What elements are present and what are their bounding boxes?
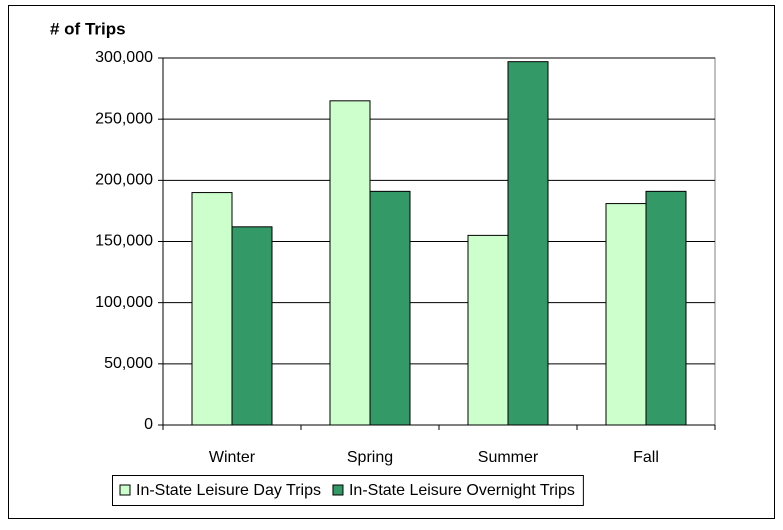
- bar: [467, 234, 509, 426]
- y-tick-label: 50,000: [104, 355, 153, 372]
- legend-swatch: [119, 484, 131, 496]
- x-tick-label: Fall: [633, 449, 659, 466]
- legend: [112, 475, 584, 506]
- y-tick-label: 100,000: [95, 294, 153, 311]
- bar: [329, 100, 371, 426]
- bar: [605, 203, 647, 426]
- y-tick-label: 300,000: [95, 49, 153, 66]
- y-tick-label: 0: [144, 416, 153, 433]
- bar: [231, 226, 273, 426]
- bar: [507, 61, 549, 426]
- x-tick-label: Winter: [209, 449, 256, 466]
- y-tick-label: 200,000: [95, 172, 153, 189]
- legend-label: In-State Leisure Overnight Trips: [349, 482, 575, 499]
- legend-swatch: [332, 484, 344, 496]
- bar: [191, 192, 233, 426]
- legend-label: In-State Leisure Day Trips: [136, 482, 321, 499]
- y-tick-label: 250,000: [95, 110, 153, 127]
- bar: [645, 190, 687, 426]
- bar: [369, 190, 411, 426]
- y-tick-label: 150,000: [95, 233, 153, 250]
- x-tick-label: Spring: [347, 449, 393, 466]
- x-tick-label: Summer: [478, 449, 539, 466]
- y-axis-label: # of Trips: [50, 19, 126, 38]
